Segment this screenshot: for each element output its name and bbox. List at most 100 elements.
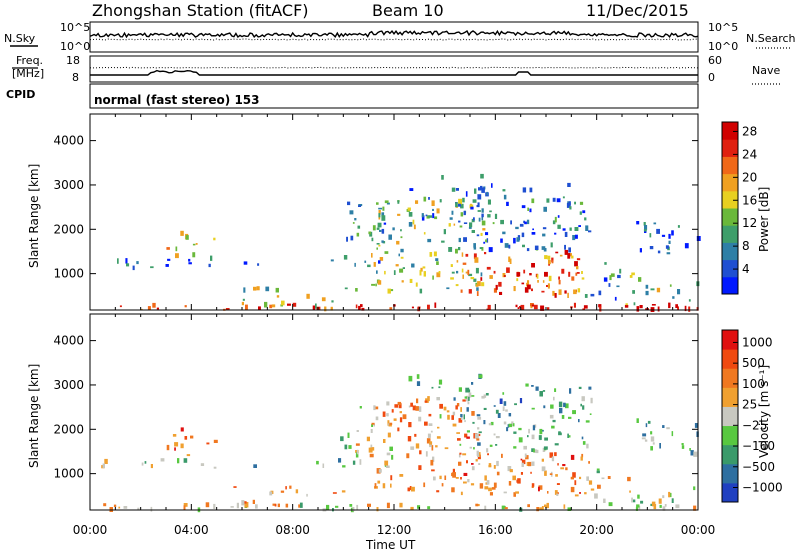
echo-cell [450, 277, 454, 280]
echo-cell [175, 246, 178, 252]
echo-cell [475, 267, 479, 274]
echo-cell [485, 232, 489, 236]
echo-cell [477, 416, 482, 420]
echo-cell [554, 293, 557, 298]
echo-cell [358, 204, 363, 206]
echo-cell [409, 486, 412, 491]
echo-cell [528, 428, 530, 434]
echo-cell [381, 212, 385, 217]
echo-cell [444, 475, 447, 480]
colorbar-swatch [722, 259, 738, 278]
echo-cell [496, 471, 500, 476]
echo-cell [299, 502, 303, 508]
beam-title: Beam 10 [372, 1, 444, 20]
echo-cell [503, 275, 506, 277]
echo-cell [356, 430, 359, 432]
echo-cell [581, 453, 584, 458]
echo-cell [499, 291, 503, 295]
echo-cell [421, 213, 424, 218]
echo-cell [539, 428, 543, 435]
echo-cell [400, 229, 402, 232]
echo-cell [434, 302, 437, 308]
echo-cell [481, 213, 484, 218]
echo-cell [538, 435, 542, 440]
echo-cell [382, 483, 386, 489]
echo-cell [464, 433, 468, 438]
echo-cell [371, 422, 375, 425]
echo-cell [477, 427, 480, 430]
echo-cell [381, 215, 386, 221]
echo-cell [183, 505, 186, 511]
echo-cell [581, 396, 585, 402]
velocity-ylabel: Slant Range [km] [27, 364, 41, 468]
echo-cell [271, 304, 276, 308]
echo-cell [495, 436, 500, 439]
y-tick-label: 2000 [53, 222, 84, 236]
echo-cell [355, 304, 358, 309]
echo-cell [256, 286, 260, 291]
echo-cell [156, 307, 159, 310]
echo-cell [123, 506, 128, 509]
echo-cell [195, 243, 198, 245]
echo-cell [503, 491, 507, 494]
echo-cell [532, 425, 536, 431]
nave-tick-top: 60 [708, 54, 722, 67]
nsky-tick-bottom: 10^0 [60, 40, 90, 53]
echo-cell [397, 427, 400, 432]
echo-cell [573, 289, 577, 295]
echo-cell [377, 280, 382, 285]
echo-cell [456, 260, 459, 263]
echo-cell [500, 238, 503, 243]
echo-cell [180, 230, 184, 236]
echo-cell [416, 381, 421, 386]
echo-cell [513, 423, 515, 427]
echo-cell [574, 227, 579, 231]
echo-cell [462, 453, 467, 456]
echo-cell [230, 506, 234, 508]
echo-cell [651, 304, 656, 306]
echo-cell [381, 228, 385, 234]
echo-cell [480, 173, 484, 179]
echo-cell [180, 443, 184, 449]
echo-cell [569, 206, 572, 210]
echo-cell [443, 406, 447, 411]
echo-cell [436, 261, 439, 265]
echo-cell [473, 278, 477, 282]
echo-cell [104, 458, 108, 464]
echo-cell [423, 232, 426, 235]
echo-cell [548, 275, 552, 282]
colorbar-swatch [722, 349, 738, 369]
echo-cell [596, 470, 600, 474]
echo-cell [657, 250, 661, 254]
echo-cell [571, 276, 575, 281]
echo-cell [373, 405, 376, 411]
echo-cell [399, 502, 403, 508]
echo-cell [287, 303, 291, 306]
echo-cell [531, 232, 536, 235]
nsearch-tick-bottom: 10^0 [708, 40, 738, 53]
colorbar-frame [721, 121, 739, 295]
echo-cell [502, 189, 506, 192]
echo-cell [520, 458, 523, 461]
echo-cell [306, 293, 310, 299]
echo-cell [441, 483, 444, 487]
echo-cell [524, 453, 527, 458]
echo-cell [590, 488, 595, 491]
echo-cell [493, 482, 497, 488]
colorbar-swatch [722, 406, 738, 427]
echo-cell [649, 233, 652, 238]
echo-cell [434, 216, 438, 220]
echo-cell [656, 287, 661, 293]
echo-cell [330, 259, 334, 262]
echo-cell [408, 405, 411, 408]
echo-cell [183, 503, 188, 507]
echo-cell [541, 466, 546, 472]
echo-cell [451, 210, 454, 215]
echo-cell [557, 463, 559, 466]
echo-cell [166, 247, 170, 250]
echo-cell [425, 451, 428, 457]
echo-cell [547, 307, 550, 310]
echo-cell [233, 486, 237, 488]
echo-cell [493, 465, 496, 469]
echo-cell [471, 466, 475, 471]
